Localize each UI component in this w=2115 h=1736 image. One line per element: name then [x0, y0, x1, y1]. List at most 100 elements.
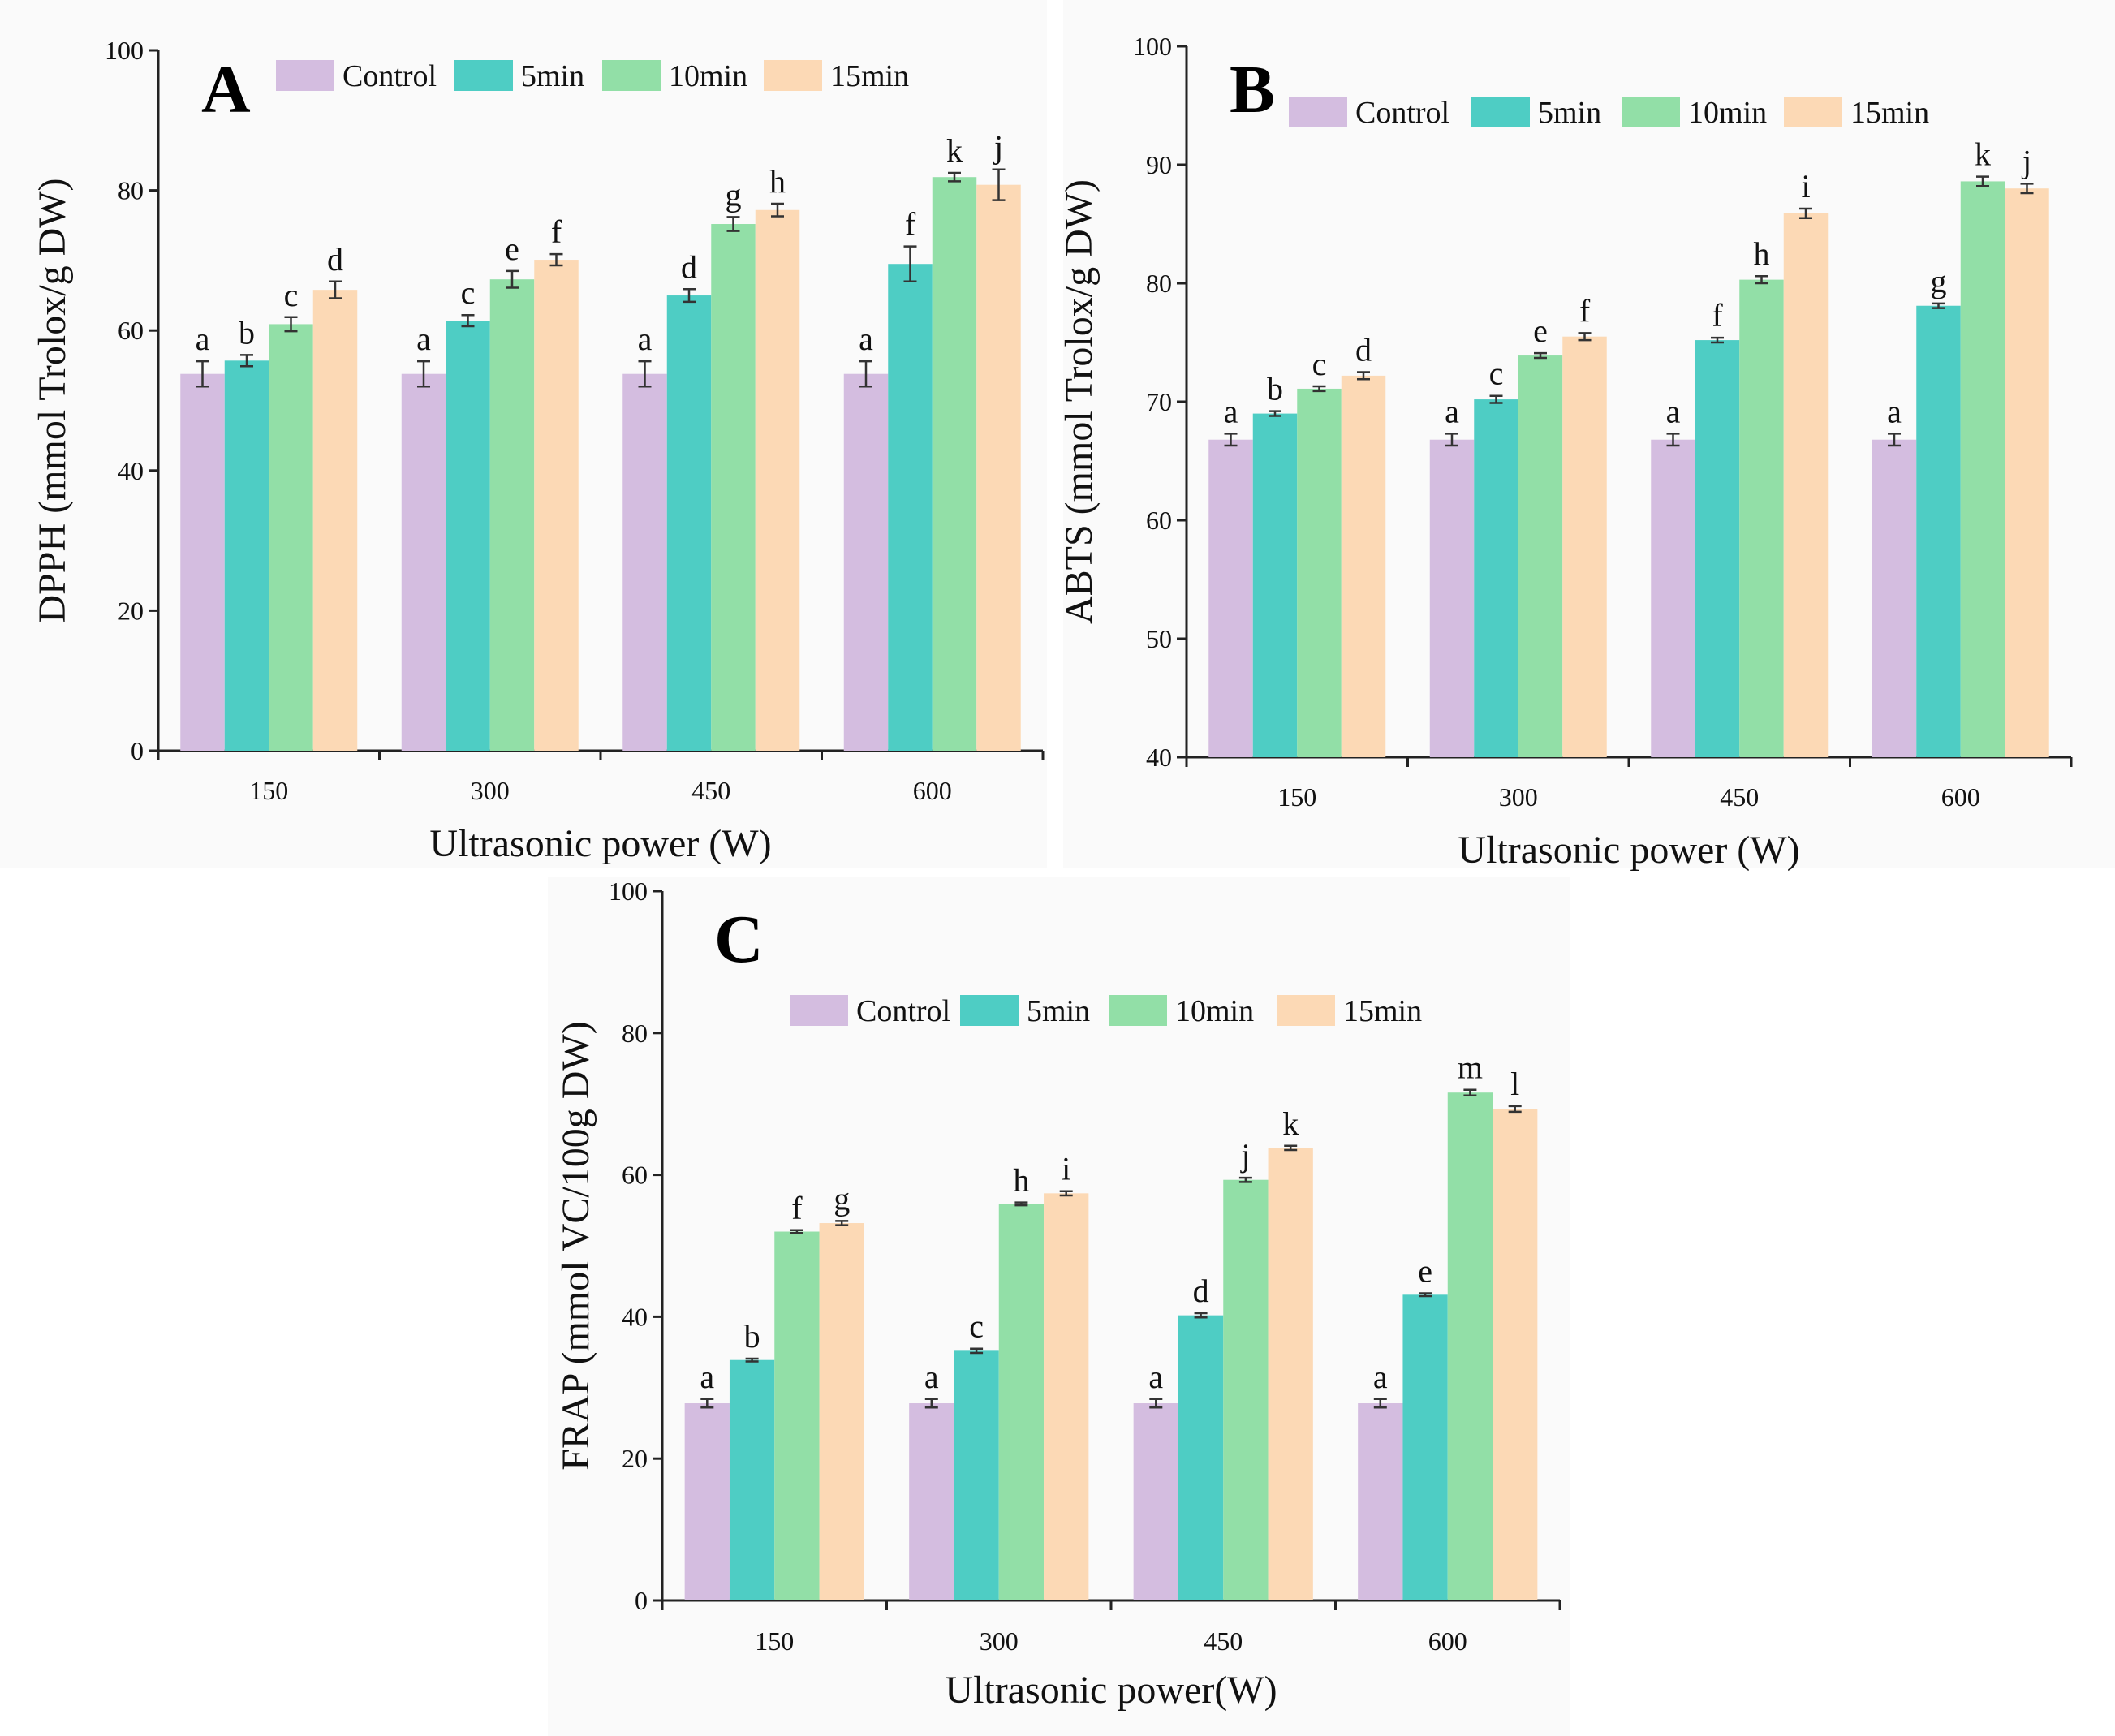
- error-bar: [859, 360, 872, 388]
- bar-5min: [446, 321, 490, 751]
- x-tick-label: 300: [1499, 782, 1538, 812]
- error-bar: [1976, 175, 1989, 187]
- error-bar: [1445, 433, 1458, 447]
- error-bar: [790, 1229, 803, 1234]
- significance-label: a: [924, 1359, 939, 1395]
- legend-swatch-15min: [764, 60, 822, 91]
- error-bar: [1508, 1105, 1522, 1114]
- error-bar: [1463, 1088, 1477, 1096]
- significance-label: k: [1282, 1105, 1299, 1142]
- error-bar: [196, 360, 209, 388]
- error-bar: [549, 252, 563, 267]
- x-tick-label: 450: [1204, 1626, 1243, 1656]
- significance-label: c: [461, 274, 476, 311]
- legend-label: 15min: [830, 59, 909, 93]
- bar-15min: [534, 260, 579, 751]
- y-tick-label: 70: [1146, 387, 1172, 416]
- bar-10min: [1297, 388, 1342, 757]
- bar-5min: [1916, 305, 1961, 757]
- panel-letter: A: [201, 52, 251, 127]
- error-bar: [1194, 1312, 1208, 1319]
- error-bar: [970, 1347, 984, 1355]
- bar-15min: [312, 290, 358, 751]
- x-axis-title: Ultrasonic power (W): [429, 822, 771, 865]
- error-bar: [1888, 433, 1901, 447]
- error-bar: [700, 1398, 714, 1409]
- legend-swatch-5min: [454, 60, 513, 91]
- significance-label: d: [1193, 1273, 1209, 1309]
- error-bar: [992, 168, 1006, 201]
- significance-label: k: [1975, 136, 1991, 173]
- error-bar: [1059, 1190, 1073, 1197]
- bar-10min: [998, 1204, 1045, 1600]
- significance-label: e: [1418, 1253, 1432, 1290]
- bar-15min: [819, 1223, 864, 1600]
- bar-5min: [1252, 413, 1298, 757]
- bar-control: [1358, 1403, 1403, 1600]
- error-bar: [284, 316, 298, 333]
- significance-label: j: [1239, 1137, 1250, 1174]
- significance-label: g: [834, 1180, 850, 1217]
- significance-label: i: [1801, 168, 1810, 205]
- legend-swatch-5min: [960, 995, 1019, 1026]
- error-bar: [1014, 1201, 1028, 1207]
- bar-5min: [729, 1359, 775, 1600]
- y-tick-label: 40: [622, 1302, 648, 1331]
- significance-label: a: [638, 321, 653, 357]
- y-tick-label: 100: [1133, 32, 1172, 61]
- error-bar: [903, 245, 917, 283]
- error-bar: [506, 269, 519, 289]
- error-bar: [745, 1357, 759, 1363]
- significance-label: f: [791, 1190, 803, 1226]
- x-tick-label: 600: [1941, 782, 1980, 812]
- significance-label: i: [1062, 1151, 1070, 1187]
- significance-label: c: [284, 277, 299, 313]
- error-bar: [1224, 433, 1238, 447]
- panel-letter: C: [714, 902, 764, 977]
- significance-label: a: [1666, 393, 1681, 429]
- significance-label: a: [700, 1359, 714, 1395]
- significance-label: a: [196, 321, 210, 357]
- error-bar: [1534, 351, 1547, 360]
- y-axis-title: FRAP (mmol VC/100g DW): [554, 1021, 597, 1470]
- error-bar: [948, 171, 961, 183]
- bar-10min: [1518, 355, 1563, 757]
- bar-15min: [1562, 336, 1607, 757]
- bar-10min: [774, 1231, 820, 1600]
- y-tick-label: 20: [622, 1444, 648, 1473]
- x-tick-label: 300: [980, 1626, 1019, 1656]
- bar-10min: [711, 224, 756, 751]
- y-tick-label: 60: [1146, 506, 1172, 535]
- legend-label: 5min: [1538, 96, 1601, 130]
- significance-label: f: [551, 213, 562, 250]
- bar-5min: [888, 264, 933, 752]
- bar-control: [1872, 439, 1917, 757]
- bar-control: [1651, 439, 1695, 757]
- error-bar: [461, 313, 475, 328]
- error-bar: [1932, 302, 1945, 309]
- bar-control: [180, 373, 225, 751]
- x-tick-label: 450: [1720, 782, 1759, 812]
- y-axis-title: ABTS (mmol Trolox/g DW): [1058, 179, 1101, 624]
- error-bar: [1312, 385, 1326, 393]
- legend-swatch-10min: [1109, 995, 1167, 1026]
- significance-label: h: [769, 163, 786, 200]
- significance-label: f: [1579, 292, 1591, 329]
- error-bar: [417, 360, 430, 388]
- significance-label: f: [1712, 297, 1723, 334]
- x-tick-label: 150: [249, 776, 288, 805]
- legend-swatch-15min: [1277, 995, 1335, 1026]
- significance-label: a: [1224, 393, 1238, 429]
- bar-15min: [1341, 375, 1386, 757]
- bar-control: [1133, 1403, 1178, 1600]
- significance-label: h: [1754, 235, 1770, 272]
- bar-control: [843, 373, 889, 751]
- significance-label: b: [239, 314, 255, 351]
- significance-label: g: [1931, 263, 1947, 299]
- significance-label: e: [505, 230, 519, 267]
- error-bar: [924, 1398, 938, 1409]
- x-tick-label: 600: [1428, 1626, 1467, 1656]
